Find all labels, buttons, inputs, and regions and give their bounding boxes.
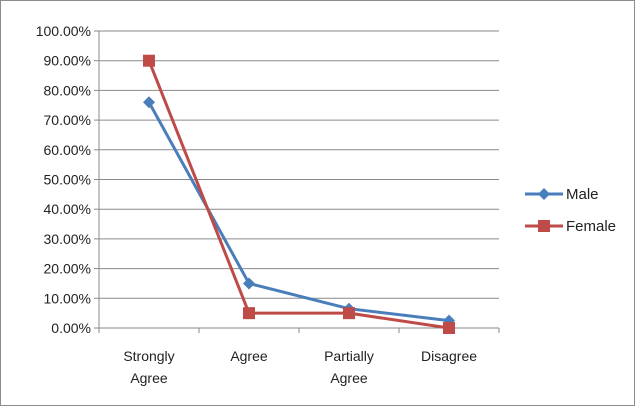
- y-tick-label: 90.00%: [44, 53, 91, 69]
- y-tick-label: 80.00%: [44, 82, 91, 98]
- series-line: [147, 101, 450, 323]
- data-point: [143, 54, 155, 67]
- x-tick-label: Disagree: [421, 348, 477, 364]
- gridlines: [99, 30, 499, 299]
- x-tick-label-line: Partially: [324, 348, 374, 364]
- y-tick-label: 70.00%: [44, 112, 91, 128]
- series-line: [147, 60, 450, 330]
- series: [143, 54, 455, 334]
- legend: Male Female: [525, 186, 616, 235]
- y-tick-label: 30.00%: [44, 231, 91, 247]
- series-male: [143, 96, 455, 327]
- data-point: [143, 96, 155, 109]
- x-tick-label-line: Disagree: [421, 348, 477, 364]
- x-tick-label-line: Strongly: [123, 348, 174, 364]
- x-tick-label-line: Agree: [330, 370, 368, 386]
- y-tick-label: 20.00%: [44, 261, 91, 277]
- y-tick-label: 0.00%: [51, 320, 91, 336]
- x-tick-label-line: Agree: [230, 348, 268, 364]
- axes: [94, 30, 500, 333]
- x-tick-label: Agree: [230, 348, 268, 364]
- x-tick-label: Strongly Agree: [123, 348, 174, 386]
- series-female: [143, 54, 455, 334]
- legend-label: Female: [566, 218, 616, 235]
- legend-label: Male: [566, 186, 599, 203]
- data-point: [243, 277, 255, 290]
- x-tick-label: Partially Agree: [324, 348, 374, 386]
- data-point: [243, 307, 255, 320]
- legend-item-female: Female: [525, 218, 616, 235]
- y-tick-label: 10.00%: [44, 290, 91, 306]
- x-tick-labels: Strongly Agree Agree Partially Agree Disagree: [123, 348, 477, 386]
- data-point: [343, 307, 355, 320]
- y-tick-label: 50.00%: [44, 172, 91, 188]
- legend-swatch-marker: [538, 220, 550, 232]
- data-point: [443, 322, 455, 334]
- legend-swatch-marker: [538, 188, 550, 200]
- y-tick-label: 40.00%: [44, 201, 91, 217]
- y-tick-labels: 0.00% 10.00% 20.00% 30.00% 40.00% 50.00% 60.00…: [36, 23, 91, 336]
- x-tick-label-line: Agree: [130, 370, 168, 386]
- y-tick-label: 100.00%: [36, 23, 91, 39]
- legend-item-male: Male: [525, 186, 599, 203]
- y-tick-label: 60.00%: [44, 142, 91, 158]
